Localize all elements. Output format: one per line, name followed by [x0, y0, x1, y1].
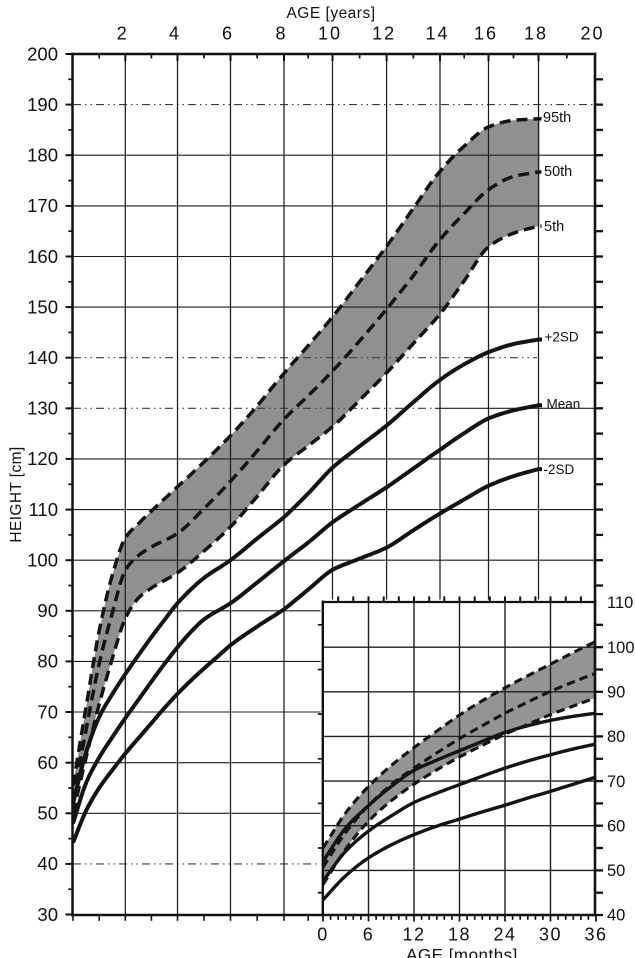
svg-text:90: 90: [607, 684, 625, 702]
svg-text:110: 110: [607, 594, 633, 612]
svg-text:20: 20: [580, 24, 604, 44]
svg-text:90: 90: [37, 600, 58, 621]
svg-text:4: 4: [169, 24, 181, 44]
svg-text:70: 70: [37, 701, 58, 722]
svg-text:AGE [months]: AGE [months]: [406, 946, 518, 958]
svg-text:120: 120: [27, 448, 58, 469]
svg-text:110: 110: [29, 499, 59, 520]
svg-text:5th: 5th: [544, 219, 564, 235]
svg-text:HEIGHT [cm]: HEIGHT [cm]: [8, 446, 25, 542]
svg-text:50: 50: [37, 803, 58, 824]
svg-text:6: 6: [363, 925, 375, 945]
svg-text:60: 60: [607, 817, 625, 835]
svg-text:36: 36: [584, 925, 607, 945]
svg-text:140: 140: [27, 347, 58, 368]
svg-text:40: 40: [37, 853, 58, 874]
svg-text:40: 40: [607, 907, 625, 925]
svg-text:80: 80: [607, 728, 625, 746]
svg-text:95th: 95th: [543, 110, 571, 126]
svg-text:30: 30: [37, 904, 58, 925]
svg-text:30: 30: [539, 925, 562, 945]
svg-text:60: 60: [37, 752, 58, 773]
svg-text:80: 80: [37, 651, 58, 672]
svg-text:160: 160: [27, 246, 58, 267]
svg-text:150: 150: [27, 296, 58, 317]
svg-text:18: 18: [448, 925, 471, 945]
svg-text:10: 10: [318, 24, 342, 44]
svg-text:18: 18: [524, 24, 548, 44]
svg-text:14: 14: [425, 24, 449, 44]
svg-text:0: 0: [317, 925, 329, 945]
svg-text:180: 180: [27, 145, 58, 166]
svg-text:16: 16: [474, 24, 498, 44]
svg-text:AGE [years]: AGE [years]: [286, 5, 375, 22]
svg-text:24: 24: [493, 925, 516, 945]
svg-text:2: 2: [117, 24, 129, 44]
svg-text:+2SD: +2SD: [545, 330, 579, 345]
svg-text:6: 6: [222, 24, 234, 44]
svg-text:50th: 50th: [544, 164, 572, 180]
svg-text:70: 70: [607, 773, 625, 791]
svg-text:Mean: Mean: [547, 397, 581, 412]
svg-text:170: 170: [27, 195, 58, 216]
svg-text:190: 190: [27, 94, 58, 115]
svg-text:-2SD: -2SD: [544, 462, 575, 477]
svg-text:12: 12: [372, 24, 396, 44]
svg-text:200: 200: [27, 43, 58, 64]
svg-text:100: 100: [27, 550, 58, 571]
svg-text:100: 100: [607, 639, 635, 657]
svg-text:8: 8: [275, 24, 287, 44]
svg-text:50: 50: [607, 862, 625, 880]
svg-text:12: 12: [402, 925, 425, 945]
svg-text:130: 130: [27, 398, 58, 419]
